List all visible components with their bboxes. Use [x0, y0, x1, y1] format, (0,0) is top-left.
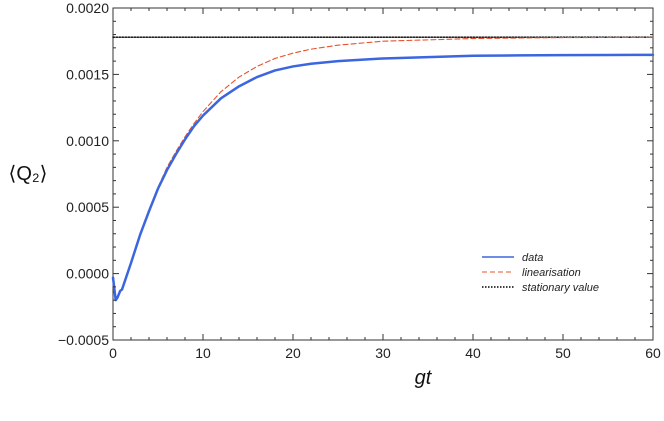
x-tick-label: 20	[285, 345, 301, 361]
series-line-linearisation	[112, 36, 654, 301]
y-tick-label: −0.0005	[58, 332, 109, 348]
ticks-layer: 0 10 20 30 40 50 60 −0.0005 0.0000 0.0005 0.0010 0.…	[58, 0, 661, 361]
x-tick-label: 60	[645, 345, 661, 361]
y-tick-label: 0.0010	[66, 133, 109, 149]
y-axis-title: ⟨Q₂⟩	[9, 163, 48, 185]
legend: data linearisation stationary value	[482, 252, 599, 294]
series-layer	[111, 36, 655, 302]
legend-label-stationary-value: stationary value	[522, 282, 599, 294]
x-tick-label: 50	[555, 345, 571, 361]
y-tick-label: 0.0015	[66, 66, 109, 82]
x-axis-title: gt	[415, 367, 433, 389]
x-tick-label: 10	[195, 345, 211, 361]
x-tick-label: 0	[109, 345, 117, 361]
y-tick-label: 0.0005	[66, 199, 109, 215]
y-tick-label: 0.0020	[66, 0, 109, 16]
y-tick-label: 0.0000	[66, 266, 109, 282]
legend-label-linearisation: linearisation	[522, 267, 581, 279]
series-line-data	[111, 53, 655, 302]
x-tick-label: 30	[375, 345, 391, 361]
legend-label-data: data	[522, 252, 543, 264]
x-tick-label: 40	[465, 345, 481, 361]
